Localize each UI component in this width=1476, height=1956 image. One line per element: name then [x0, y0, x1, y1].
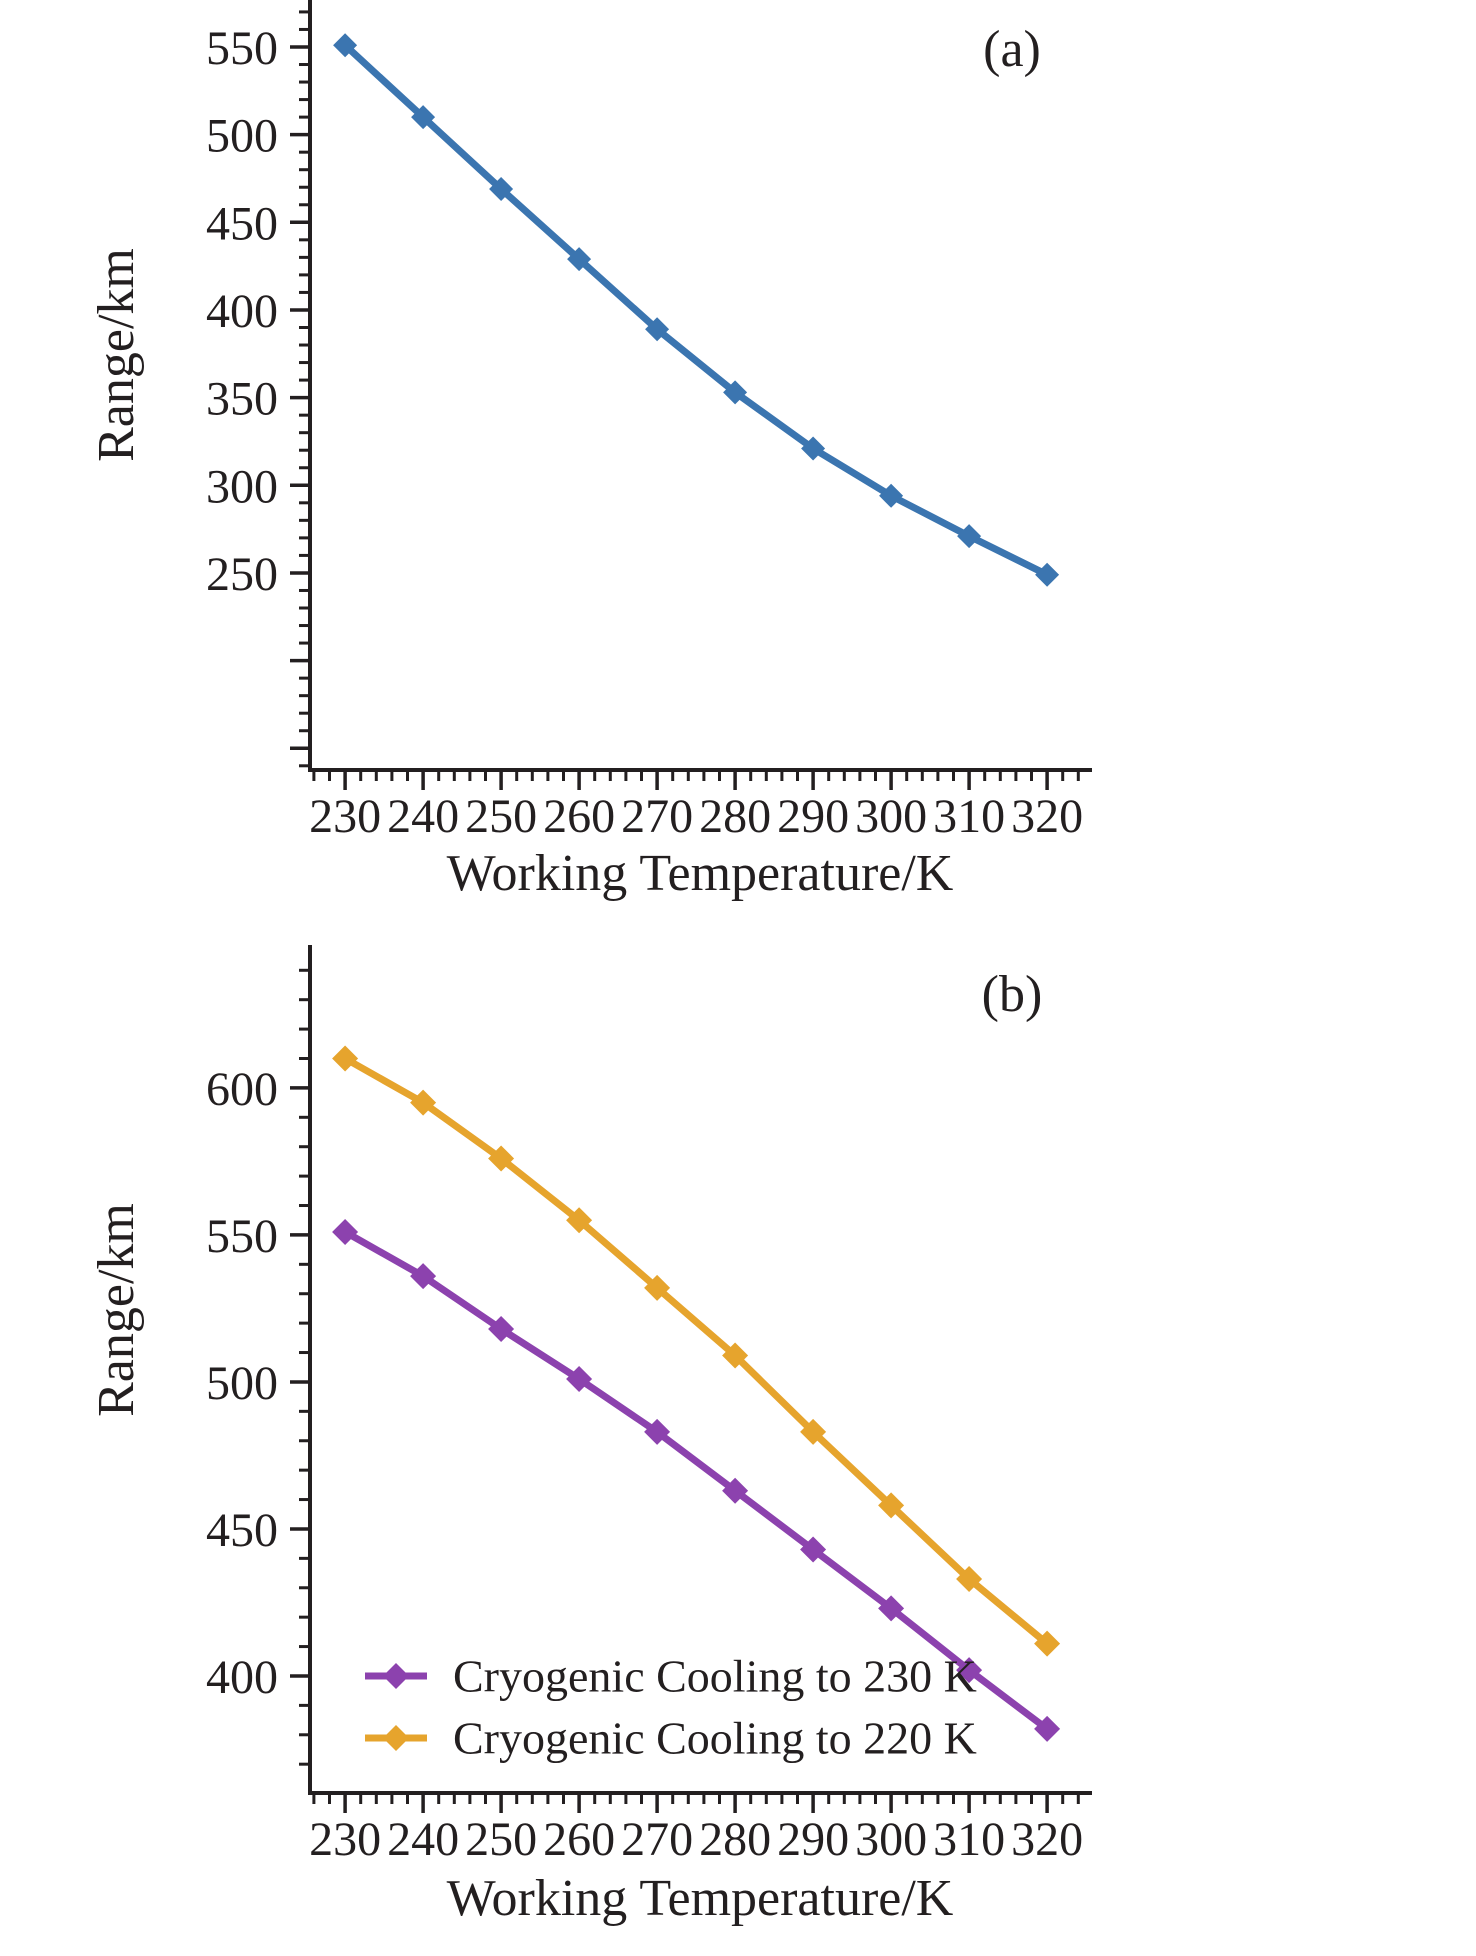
x-tick-label: 230 — [309, 1813, 381, 1866]
x-tick-label: 290 — [777, 1813, 849, 1866]
y-tick-label: 450 — [206, 1504, 278, 1557]
y-axis-title: Range/km — [88, 1203, 145, 1417]
chart-b-canvas: 230 240 250 260 270 280 290 300 310 320 600 550 500 4… — [88, 943, 1092, 1927]
x-tick-label: 230 — [309, 790, 381, 843]
chart-b: 230 240 250 260 270 280 290 300 310 320 600 550 500 4… — [0, 943, 1476, 1956]
y-tick-label: 550 — [206, 1210, 278, 1263]
y-tick-label: 500 — [206, 1357, 278, 1410]
y-axis-ticks — [290, 968, 310, 1766]
x-tick-label: 280 — [699, 1813, 771, 1866]
data-point-marker — [645, 317, 670, 342]
data-point-marker — [644, 1274, 671, 1301]
series-0 — [333, 33, 1060, 587]
x-tick-label: 320 — [1011, 790, 1083, 843]
data-point-marker — [567, 247, 592, 272]
series-line — [341, 41, 1051, 579]
data-point-marker — [410, 1089, 437, 1116]
legend-label: Cryogenic Cooling to 220 K — [453, 1713, 977, 1764]
data-point-marker — [723, 380, 748, 405]
x-tick-label: 270 — [621, 1813, 693, 1866]
panel-label: (b) — [982, 966, 1043, 1023]
y-tick-label: 400 — [206, 285, 278, 338]
data-point-marker — [332, 1218, 359, 1245]
x-axis-title: Working Temperature/K — [447, 1870, 954, 1927]
data-point-marker — [956, 1565, 983, 1592]
x-tick-label: 300 — [855, 790, 927, 843]
series-1 — [332, 1045, 1061, 1657]
x-axis-tick-labels: 230 240 250 260 270 280 290 300 310 320 — [309, 1813, 1083, 1866]
y-tick-label: 250 — [206, 548, 278, 601]
legend-item: Cryogenic Cooling to 220 K — [365, 1713, 977, 1764]
x-tick-label: 240 — [387, 1813, 459, 1866]
data-point-marker — [800, 1536, 827, 1563]
data-point-marker — [800, 1418, 827, 1445]
data-point-marker — [722, 1342, 749, 1369]
x-tick-label: 300 — [855, 1813, 927, 1866]
y-tick-label: 400 — [206, 1651, 278, 1704]
x-axis-title: Working Temperature/K — [447, 845, 954, 902]
data-point-marker — [489, 176, 514, 201]
x-axis-ticks — [312, 770, 1080, 790]
y-tick-label: 600 — [206, 1063, 278, 1116]
series-line — [341, 1054, 1051, 1648]
y-axis-ticks — [290, 10, 310, 768]
legend-diamond-marker-icon — [383, 1725, 409, 1751]
data-point-marker — [1034, 1630, 1061, 1657]
x-tick-label: 290 — [777, 790, 849, 843]
x-tick-label: 240 — [387, 790, 459, 843]
chart-a: 230 240 250 260 270 280 290 300 310 320 550 500 450 4… — [0, 0, 1476, 945]
y-tick-label: 350 — [206, 373, 278, 426]
data-point-marker — [488, 1145, 515, 1172]
y-tick-label: 450 — [206, 197, 278, 250]
chart-a-canvas: 230 240 250 260 270 280 290 300 310 3205505004504… — [88, 0, 1092, 902]
data-point-marker — [878, 1492, 905, 1519]
series-line — [341, 1228, 1051, 1733]
data-point-marker — [332, 1045, 359, 1072]
data-point-marker — [566, 1365, 593, 1392]
data-point-marker — [956, 1657, 983, 1684]
data-point-marker — [801, 436, 826, 461]
data-point-marker — [1034, 1715, 1061, 1742]
data-point-marker — [1035, 562, 1060, 587]
data-point-marker — [722, 1477, 749, 1504]
data-point-marker — [879, 483, 904, 508]
x-tick-label: 250 — [465, 1813, 537, 1866]
x-tick-label: 250 — [465, 790, 537, 843]
data-point-marker — [957, 524, 982, 549]
data-point-marker — [410, 1263, 437, 1290]
x-axis-ticks — [312, 1793, 1080, 1813]
y-tick-label: 550 — [206, 22, 278, 75]
x-axis-tick-labels: 230 240 250 260 270 280 290 300 310 320 — [309, 790, 1083, 843]
x-tick-label: 260 — [543, 1813, 615, 1866]
y-axis-title: Range/km — [88, 248, 145, 462]
legend: Cryogenic Cooling to 230 K Cryogenic Cool… — [365, 1651, 977, 1764]
legend-diamond-marker-icon — [383, 1663, 409, 1689]
y-tick-label: 300 — [206, 460, 278, 513]
y-tick-label: 500 — [206, 110, 278, 163]
x-tick-label: 270 — [621, 790, 693, 843]
y-axis-tick-labels: 600 550 500 450 400 — [206, 1063, 278, 1704]
data-point-marker — [644, 1418, 671, 1445]
x-tick-label: 320 — [1011, 1813, 1083, 1866]
data-point-marker — [566, 1207, 593, 1234]
legend-label: Cryogenic Cooling to 230 K — [453, 1651, 977, 1702]
panel-label: (a) — [983, 21, 1041, 78]
data-point-marker — [878, 1595, 905, 1622]
x-tick-label: 310 — [933, 1813, 1005, 1866]
y-axis-tick-labels: 550 500 450 400 350 300 250 — [206, 22, 278, 601]
x-tick-label: 260 — [543, 790, 615, 843]
x-tick-label: 280 — [699, 790, 771, 843]
data-point-marker — [333, 33, 358, 58]
legend-item: Cryogenic Cooling to 230 K — [365, 1651, 977, 1702]
data-point-marker — [411, 105, 436, 130]
data-point-marker — [488, 1316, 515, 1343]
series-0 — [332, 1218, 1061, 1742]
x-tick-label: 310 — [933, 790, 1005, 843]
